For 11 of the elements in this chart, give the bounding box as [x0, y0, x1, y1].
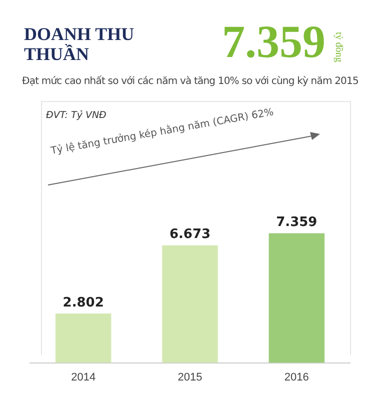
x-tick-label: 2014: [71, 371, 96, 384]
text: ĐVT: Tỷ VNĐ: [46, 110, 106, 121]
x-tick-label: 2015: [178, 371, 202, 384]
data-label: 2.802: [62, 295, 104, 310]
text: 7.359: [222, 16, 326, 68]
text: tỷ đồng: [333, 30, 344, 64]
chart-title: DOANH THU THUẦN: [24, 24, 136, 64]
data-label: 7.359: [276, 215, 318, 230]
chart-subtitle: Đạt mức cao nhất so với các năm và tăng 10% so với cùng kỳ năm 2015: [22, 76, 358, 87]
x-tick-label: 2016: [284, 371, 309, 384]
data-label: 6.673: [169, 227, 211, 242]
